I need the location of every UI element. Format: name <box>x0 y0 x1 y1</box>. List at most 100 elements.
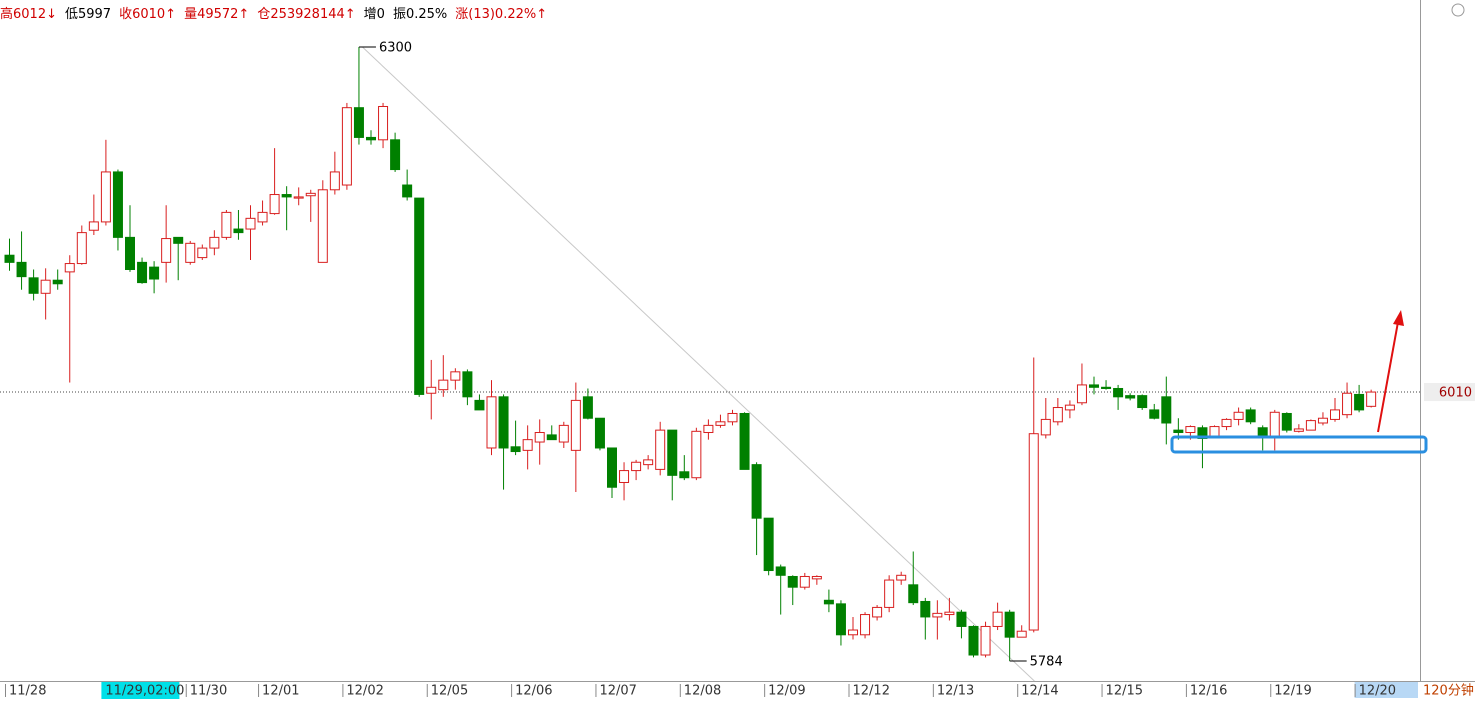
candle-body <box>281 194 292 198</box>
candle-body <box>28 277 39 294</box>
candle-body <box>209 236 220 249</box>
candle-body <box>655 429 666 470</box>
highlight-box <box>1170 435 1428 454</box>
candle-body <box>570 399 581 451</box>
candle-body <box>1137 395 1148 409</box>
quote-field: 仓253928144↑ <box>257 7 356 22</box>
x-tick-label: 12/02 <box>346 684 383 699</box>
candle-body <box>1113 387 1124 398</box>
settings-icon[interactable] <box>1451 3 1465 17</box>
candle-body <box>149 266 160 280</box>
candle-body <box>607 447 617 488</box>
candle-body <box>848 629 858 636</box>
candle-body <box>884 579 895 608</box>
candle-body <box>52 279 63 285</box>
candle-body <box>1269 411 1280 438</box>
candle-body <box>835 603 846 636</box>
candle-body <box>173 236 184 244</box>
candle-body <box>643 459 654 466</box>
candle-body <box>1125 395 1136 399</box>
candle-body <box>462 371 473 398</box>
candle-body <box>860 614 871 636</box>
candle-body <box>872 606 883 618</box>
x-tick-label: 12/16 <box>1190 684 1227 699</box>
candle-body <box>558 424 569 443</box>
candle-body <box>317 189 328 263</box>
candle-body <box>631 461 642 472</box>
x-tick-label: 12/07 <box>599 684 636 699</box>
candle-body <box>920 600 931 618</box>
quote-field: 低5997 <box>64 7 112 22</box>
x-tick-label: 12/13 <box>937 684 974 699</box>
candle-body <box>1293 428 1304 432</box>
candle-body <box>1330 409 1340 420</box>
candle-body <box>378 105 389 141</box>
candle-body <box>703 424 714 434</box>
x-tick-label: 12/12 <box>853 684 890 699</box>
candle-body <box>498 396 509 449</box>
x-tick-label: 12/15 <box>1106 684 1143 699</box>
x-tick-label: 12/20 <box>1359 684 1396 699</box>
candle-body <box>40 279 51 294</box>
candle-body <box>100 171 111 223</box>
candle-body <box>414 197 425 395</box>
candle-body <box>1016 630 1027 638</box>
candle-body <box>1173 429 1184 434</box>
candle-body <box>1040 418 1051 436</box>
candle-body <box>823 599 834 605</box>
last-price-box <box>1424 383 1475 402</box>
candle-body <box>257 211 268 223</box>
candle-body <box>727 412 738 423</box>
last-price-label: 6010 <box>1439 386 1472 401</box>
candle-body <box>245 217 256 230</box>
candle-body <box>390 139 401 171</box>
x-tick-label: 12/01 <box>262 684 299 699</box>
candle-body <box>908 584 919 604</box>
quote-field: 收6010↑ <box>119 7 177 22</box>
candle-body <box>197 247 208 259</box>
last-date-highlight <box>1354 682 1418 698</box>
candle-body <box>896 574 907 581</box>
x-tick-label: 12/09 <box>768 684 805 699</box>
candle-body <box>269 194 280 215</box>
candle-body <box>137 261 148 284</box>
candle-body <box>619 470 630 483</box>
candle-body <box>763 517 774 572</box>
candle-body <box>353 107 364 138</box>
x-tick-label: 12/19 <box>1274 684 1311 699</box>
candle-body <box>1354 393 1365 411</box>
candle-body <box>64 263 75 273</box>
candle-body <box>161 238 172 263</box>
candle-body <box>4 254 15 263</box>
x-tick-label: 12/08 <box>684 684 721 699</box>
candle-body <box>1052 407 1063 423</box>
candle-body <box>486 396 497 449</box>
candle-body <box>426 386 437 394</box>
candle-body <box>329 171 340 191</box>
candle-body <box>594 417 605 449</box>
candle-body <box>1149 409 1160 419</box>
trend-line <box>362 46 1035 682</box>
marks: 6010 6300 5784 11/28 11/29,02:00 11/30 12/01 12… <box>0 40 1475 699</box>
candle-body <box>76 232 87 265</box>
candle-body <box>691 430 702 479</box>
candle-body <box>474 399 485 411</box>
x-tick-label: 12/05 <box>431 684 468 699</box>
candle-body <box>1101 386 1112 389</box>
quote-field: 增0 <box>363 7 385 22</box>
candle-body <box>1221 418 1232 428</box>
candle-body <box>16 261 27 278</box>
max-marker-label: 6300 <box>379 40 412 55</box>
candle-body <box>1161 396 1172 424</box>
candle-body <box>775 566 786 576</box>
candle-body <box>799 575 810 588</box>
candle-body <box>1245 409 1256 423</box>
candle-body <box>1004 611 1015 638</box>
min-marker-label: 5784 <box>1030 654 1063 669</box>
candle-body <box>233 228 244 234</box>
arrow-shaft <box>1377 321 1399 433</box>
quote-field: 涨(13)0.22%↑ <box>455 7 548 22</box>
